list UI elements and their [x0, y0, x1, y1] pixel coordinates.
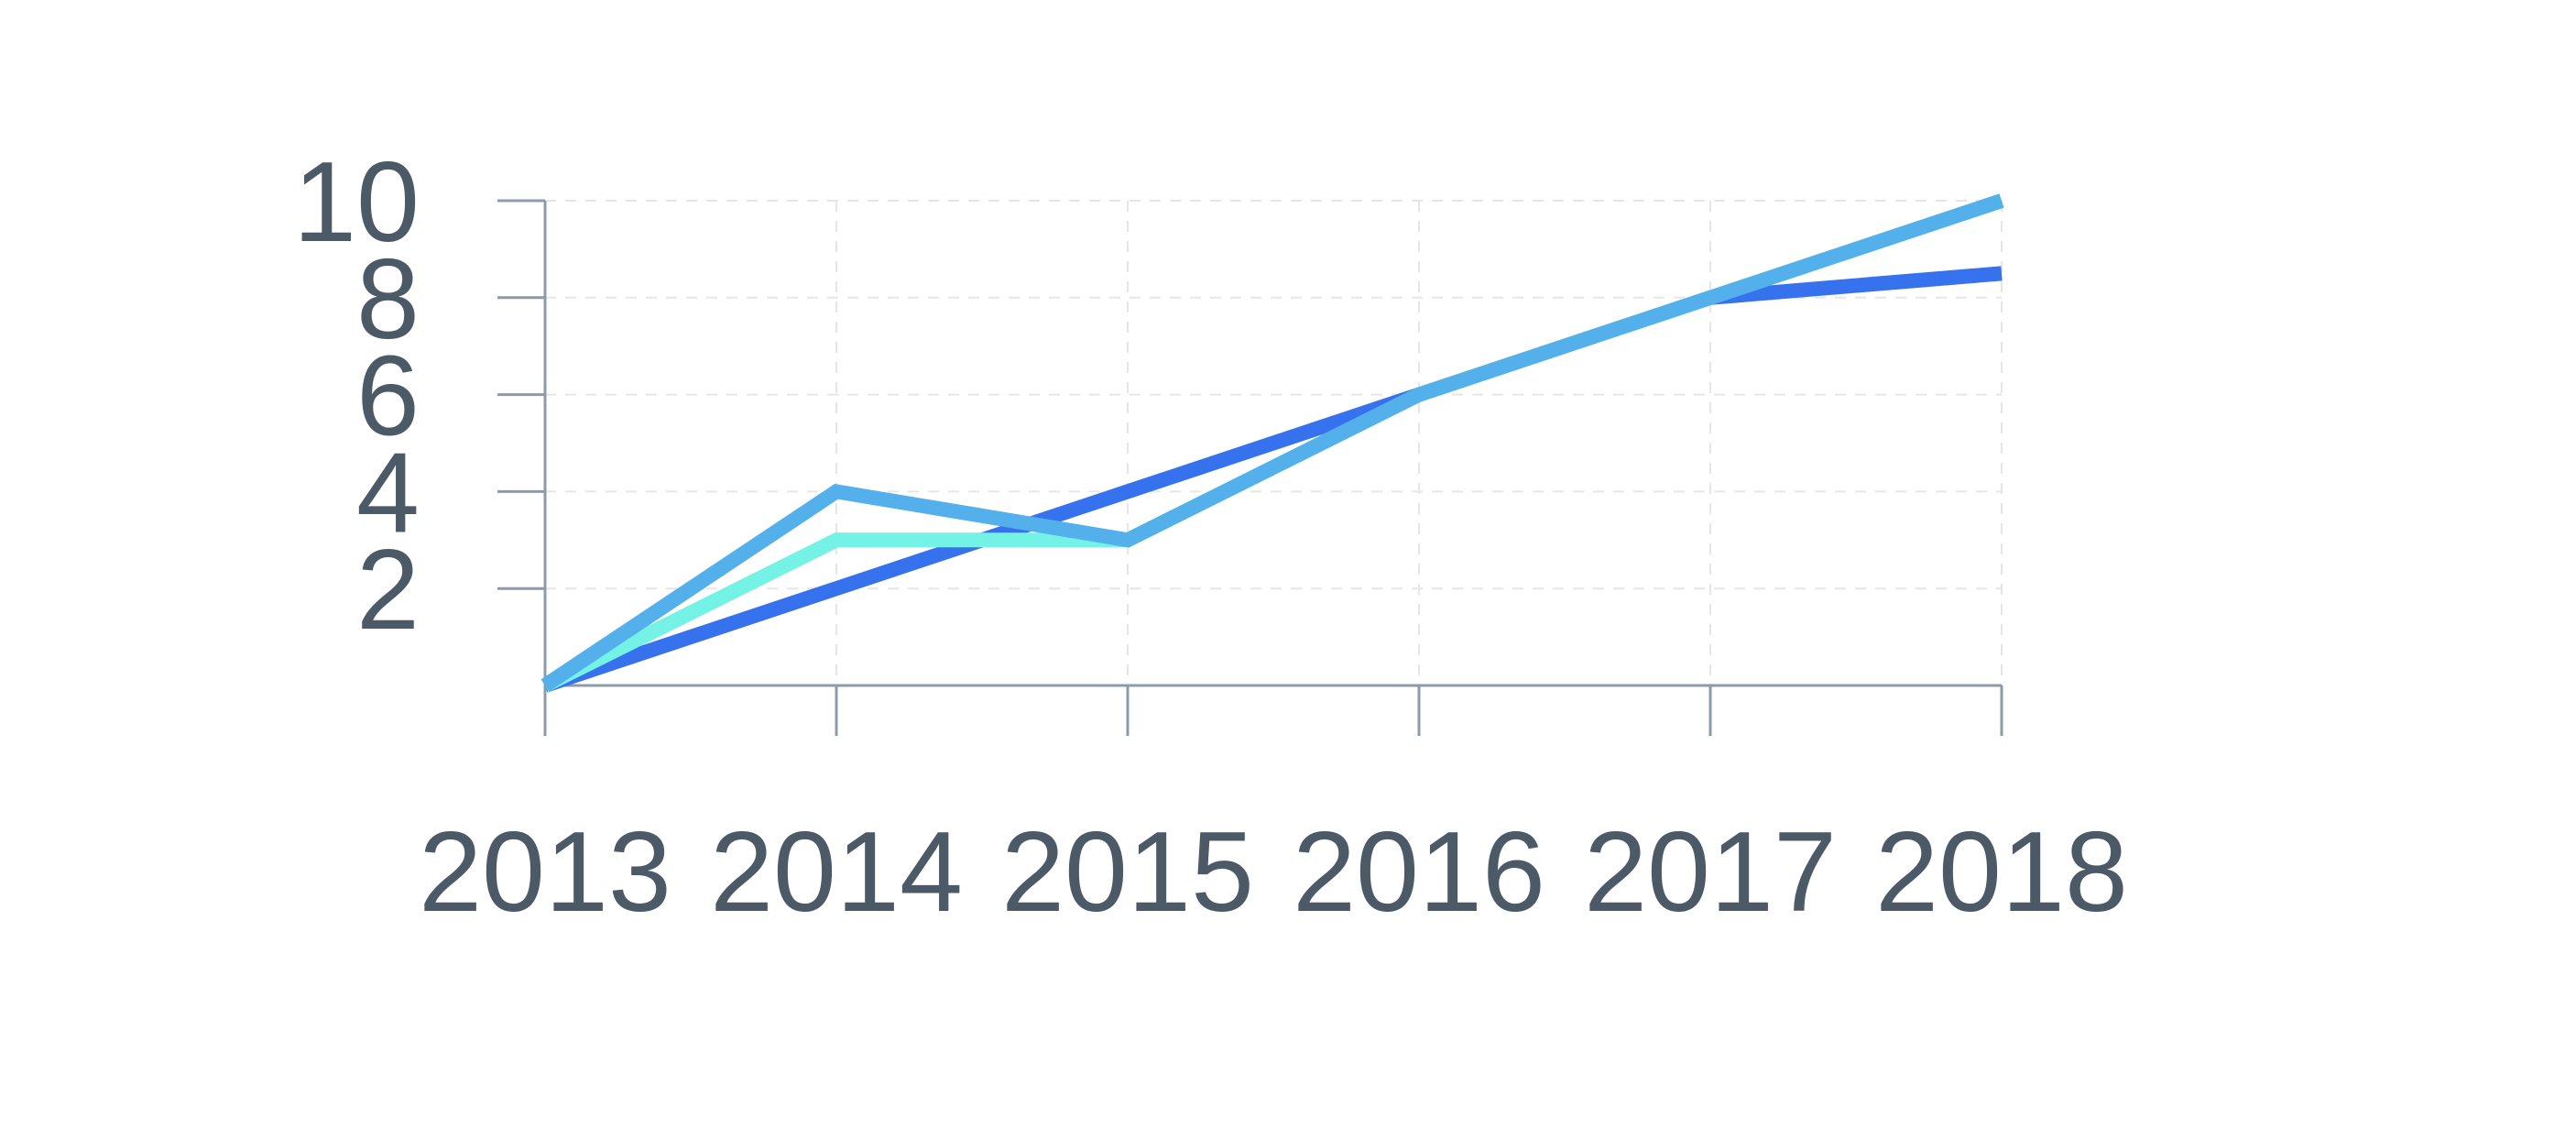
series-line-1	[542, 266, 2003, 693]
y-tick-label: 10	[293, 139, 420, 266]
y-tick-label: 4	[356, 430, 420, 556]
x-tick-label: 2016	[1293, 809, 1545, 936]
y-tick-label: 2	[356, 527, 420, 653]
x-tick-label: 2014	[710, 809, 963, 936]
x-tick-label: 2018	[1875, 809, 2128, 936]
series-lines	[540, 193, 2004, 693]
y-tick-label: 6	[356, 334, 420, 460]
x-tick-label: 2013	[419, 809, 671, 936]
series-line-3	[540, 193, 2004, 692]
axes	[497, 199, 2003, 736]
x-tick-label: 2017	[1584, 809, 1837, 936]
y-tick-label: 8	[356, 236, 420, 363]
grid	[545, 200, 2003, 685]
x-tick-label: 2015	[1001, 809, 1254, 936]
